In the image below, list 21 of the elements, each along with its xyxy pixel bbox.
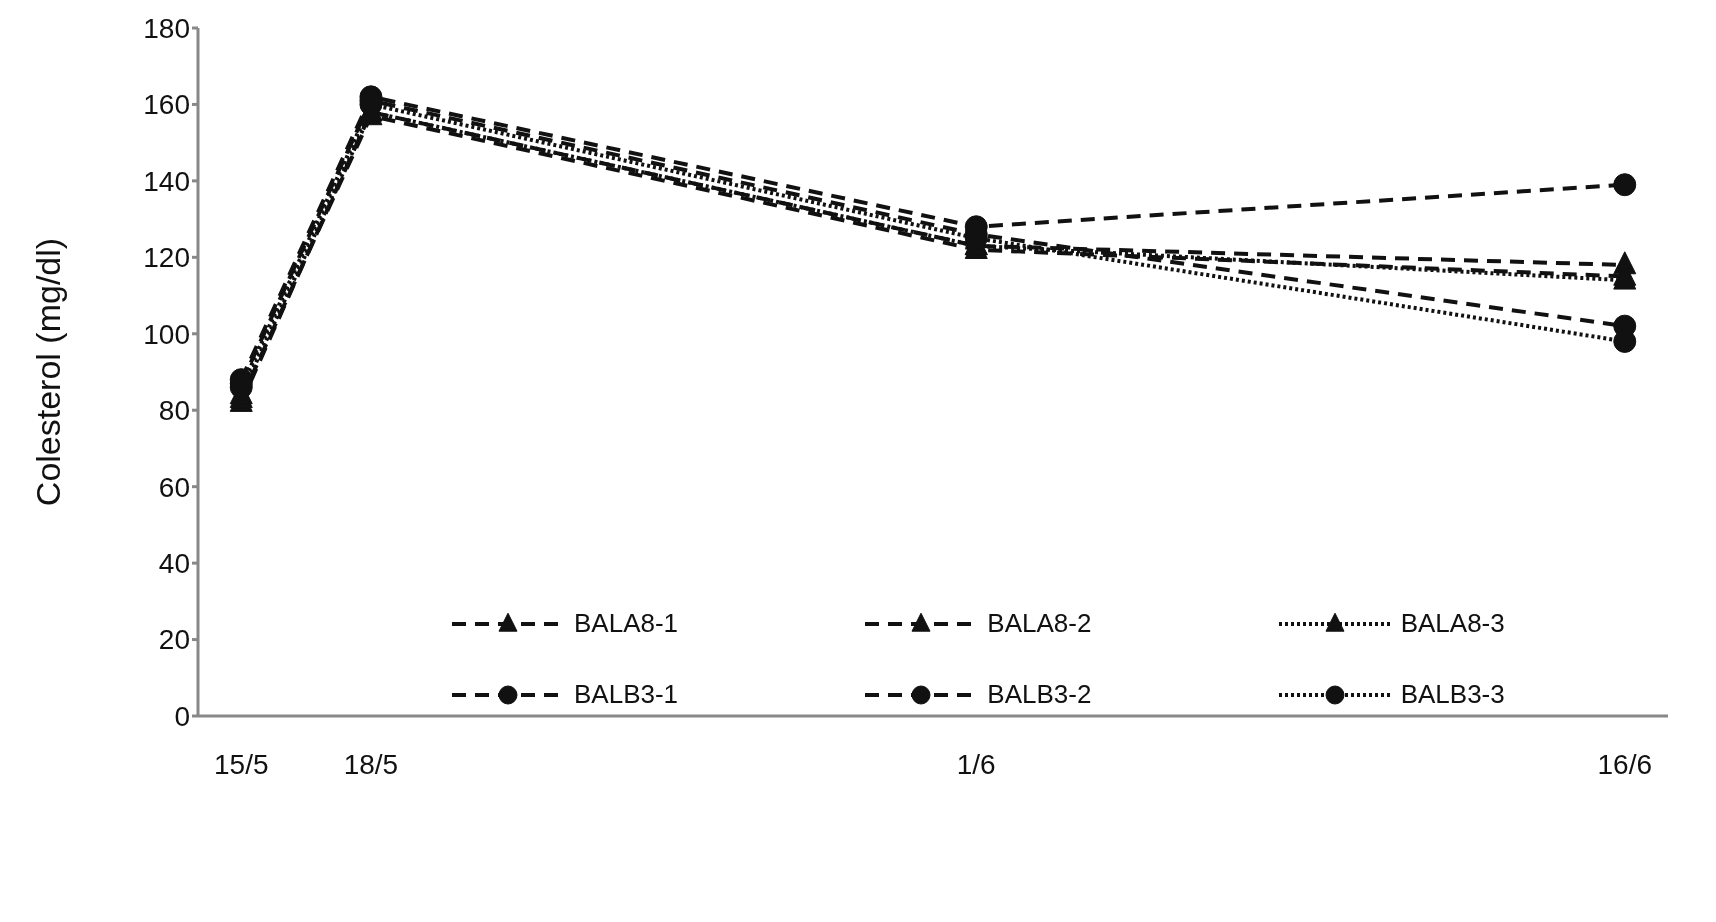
x-tick-label: 16/6	[1597, 748, 1653, 780]
y-tick-label: 100	[143, 318, 190, 350]
x-tick-label: 18/5	[343, 748, 399, 780]
legend-label: BALB3-3	[1400, 679, 1505, 710]
legend-label: BALB3-1	[574, 679, 679, 710]
x-tick-label: 1/6	[956, 748, 996, 780]
y-tick-label: 20	[158, 624, 190, 656]
y-tick-label: 60	[158, 471, 190, 503]
y-tick-label: 80	[158, 395, 190, 427]
legend-label: BALB3-2	[987, 679, 1092, 710]
y-tick-label: 140	[143, 165, 190, 197]
y-tick-label: 180	[143, 12, 190, 44]
y-tick-label: 160	[143, 89, 190, 121]
legend-label: BALA8-2	[987, 608, 1092, 639]
legend-label: BALA8-1	[574, 608, 679, 639]
x-tick-label: 15/5	[213, 748, 269, 780]
y-tick-label: 40	[158, 548, 190, 580]
y-tick-label: 0	[174, 700, 190, 732]
y-axis-title: Colesterol (mg/dl)	[29, 237, 68, 507]
y-tick-label: 120	[143, 242, 190, 274]
legend-label: BALA8-3	[1400, 608, 1505, 639]
